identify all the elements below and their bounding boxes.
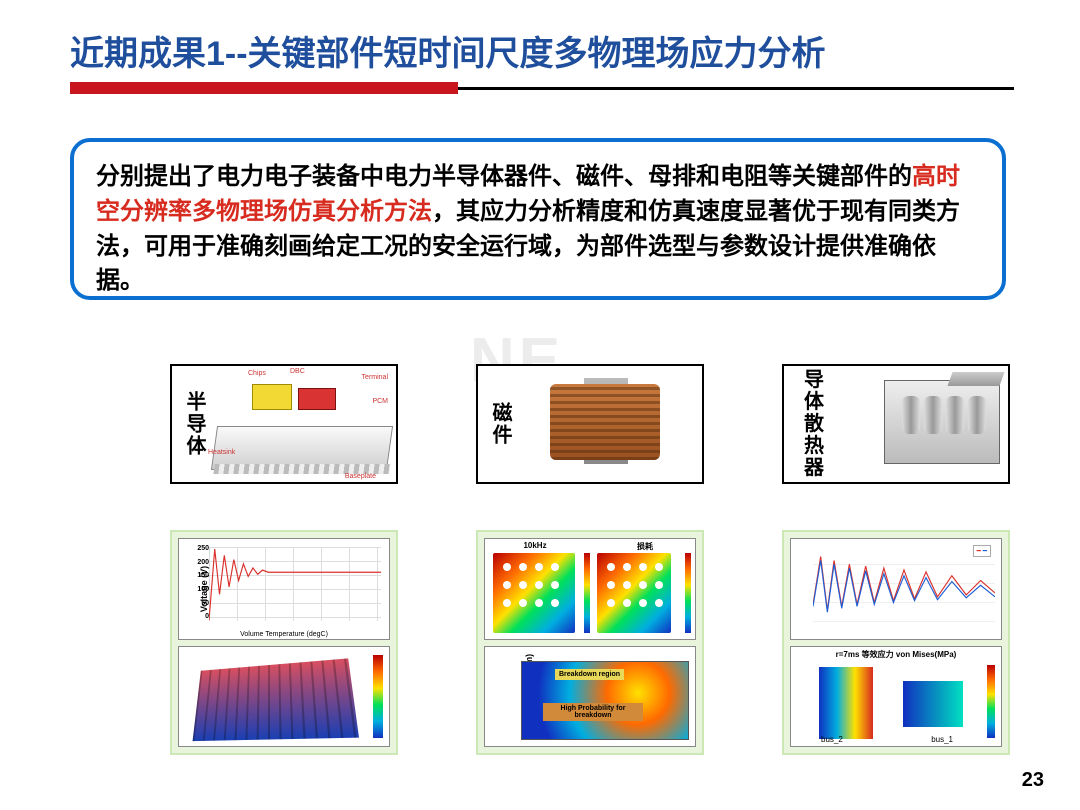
title-underline-black (458, 87, 1014, 90)
part-label: Baseplate (345, 473, 376, 480)
heatmap-pair: 10kHz 损耗 (484, 538, 696, 640)
part-label: PCM (372, 398, 388, 405)
component-semiconductor: 半导体 Chips DBC Terminal PCM Heatsink Base… (170, 364, 398, 484)
component-magnetic: 磁件 (476, 364, 704, 484)
colorbar-icon (685, 553, 691, 633)
part-label: Heatsink (208, 449, 235, 456)
legend-bottom: High Probability for breakdown (543, 703, 643, 721)
label-col2: 散热器 (804, 413, 826, 479)
label-col1: 导体 (804, 369, 826, 413)
heatmap-title-right: 损耗 (605, 541, 685, 552)
component-row: 半导体 Chips DBC Terminal PCM Heatsink Base… (170, 364, 1010, 484)
part-label: Terminal (362, 374, 388, 381)
part-label: Chips (248, 370, 266, 377)
card-label: 磁件 (484, 402, 510, 446)
sim-card-3: ━ ━ r=7ms 等效应力 von Mises(MPa) bus_2 bus_… (782, 530, 1010, 755)
legend-box: ━ ━ (973, 545, 991, 557)
bus-label: bus_1 (931, 735, 953, 744)
damped-curve (209, 547, 381, 621)
colorbar-icon (987, 665, 995, 739)
voltage-plot: Voltage (V) 050100150200250 Volume Tempe… (178, 538, 390, 640)
panel-title: r=7ms 等效应力 von Mises(MPa) (791, 649, 1001, 660)
busbar-illustration (840, 366, 1008, 482)
field-plot: Tank fields (kV/mm) Breakdown region Hig… (484, 646, 696, 748)
sim-card-1: Voltage (V) 050100150200250 Volume Tempe… (170, 530, 398, 755)
xlabel: Volume Temperature (degC) (179, 631, 389, 638)
heatmap-title-left: 10kHz (495, 541, 575, 550)
component-busbar-heatsink: 导体 散热器 (782, 364, 1010, 484)
compare-curves (813, 547, 995, 622)
summary-box: 分别提出了电力电子装备中电力半导体器件、磁件、母排和电阻等关键部件的高时空分辨率… (70, 138, 1006, 300)
colorbar-icon (373, 655, 383, 739)
card-label: 半导体 (178, 391, 204, 457)
simulation-row: Voltage (V) 050100150200250 Volume Tempe… (170, 530, 1010, 755)
title-underline-red (70, 82, 458, 94)
sim-card-2: 10kHz 损耗 Tank fields (kV/mm) Breakdown r… (476, 530, 704, 755)
oscillation-compare: ━ ━ (790, 538, 1002, 640)
page-number: 23 (1022, 769, 1044, 792)
yticks: 050100150200250 (191, 545, 209, 621)
part-label: DBC (290, 368, 305, 375)
magnetic-illustration (510, 366, 702, 482)
stress-panels: r=7ms 等效应力 von Mises(MPa) bus_2 bus_1 (790, 646, 1002, 748)
fem-3d (178, 646, 390, 748)
colorbar-icon (584, 553, 590, 633)
bus-label: bus_2 (821, 735, 843, 744)
semiconductor-illustration: Chips DBC Terminal PCM Heatsink Baseplat… (204, 366, 396, 482)
slide-title: 近期成果1--关键部件短时间尺度多物理场应力分析 (70, 26, 826, 75)
card-label-two: 导体 散热器 (790, 369, 840, 479)
summary-part1: 分别提出了电力电子装备中电力半导体器件、磁件、母排和电阻等关键部件的 (96, 163, 912, 190)
legend-top: Breakdown region (555, 669, 624, 680)
